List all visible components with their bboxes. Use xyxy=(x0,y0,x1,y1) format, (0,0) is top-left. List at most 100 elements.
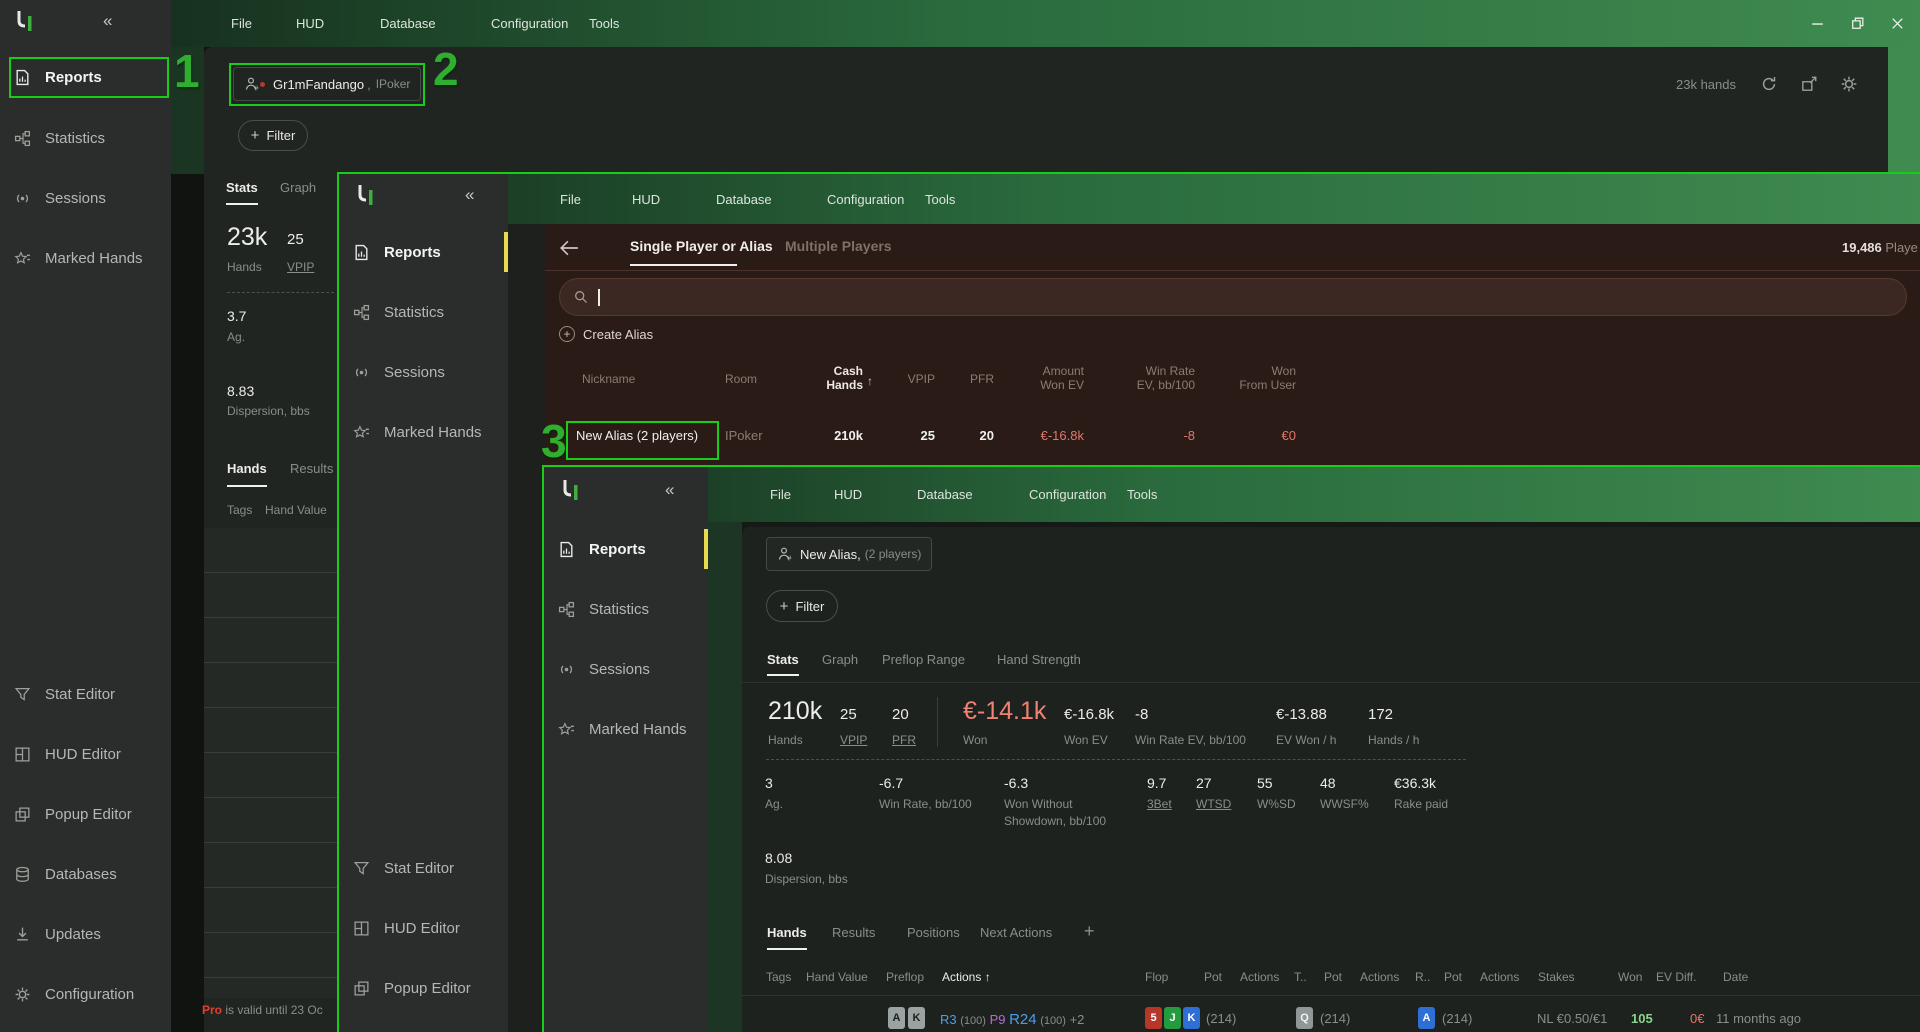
tab-results[interactable]: Results xyxy=(290,461,334,476)
refresh-icon[interactable] xyxy=(1760,75,1778,93)
sidebar-item-reports[interactable]: Reports xyxy=(558,536,646,562)
tab-hands[interactable]: Hands xyxy=(227,461,267,476)
menu-file[interactable]: File xyxy=(231,16,252,31)
stat-wtsd-label[interactable]: WTSD xyxy=(1196,797,1232,811)
minimize-icon[interactable] xyxy=(1809,15,1826,32)
create-alias-button[interactable]: + Create Alias xyxy=(559,326,653,342)
player-select-button[interactable]: New Alias, (2 players) xyxy=(766,537,933,571)
menu-tools[interactable]: Tools xyxy=(925,191,956,207)
add-tab-icon[interactable]: + xyxy=(1084,921,1095,941)
sidebar-item-statistics[interactable]: Statistics xyxy=(14,125,105,151)
col-won-from-user[interactable]: Won From User xyxy=(1239,364,1296,392)
menu-hud[interactable]: HUD xyxy=(834,487,863,502)
tab-hands[interactable]: Hands xyxy=(767,925,807,940)
tab-multiple-players[interactable]: Multiple Players xyxy=(785,238,892,254)
menu-database[interactable]: Database xyxy=(716,191,772,207)
filter-button[interactable]: + Filter xyxy=(766,590,838,622)
col-cash-hands[interactable]: Cash Hands xyxy=(826,364,863,392)
alias-titlebar[interactable]: File HUD Database Configuration Tools xyxy=(544,467,1920,522)
col-actions-flop[interactable]: Actions xyxy=(1240,970,1280,984)
player-select-button[interactable]: Gr1mFandango, IPoker xyxy=(233,67,422,101)
menu-tools[interactable]: Tools xyxy=(589,16,620,31)
col-hand-value[interactable]: Hand Value xyxy=(806,970,868,984)
sidebar-item-configuration[interactable]: Configuration xyxy=(14,981,134,1007)
col-tags[interactable]: Tags xyxy=(766,970,792,984)
sidebar-item-stat-editor[interactable]: Stat Editor xyxy=(353,855,454,881)
col-turn[interactable]: T.. xyxy=(1294,970,1307,984)
col-pfr[interactable]: PFR xyxy=(970,372,994,386)
sidebar-item-reports[interactable]: Reports xyxy=(353,239,441,265)
stat-vpip-label[interactable]: VPIP xyxy=(840,733,868,747)
collapse-sidebar-icon[interactable]: « xyxy=(103,11,113,30)
sidebar-item-popup-editor[interactable]: Popup Editor xyxy=(353,975,471,1001)
menu-file[interactable]: File xyxy=(770,487,791,502)
col-vpip[interactable]: VPIP xyxy=(907,372,935,386)
collapse-sidebar-icon[interactable]: « xyxy=(465,185,475,204)
filter-button[interactable]: + Filter xyxy=(238,120,308,151)
back-arrow-icon[interactable] xyxy=(559,240,579,256)
col-tags[interactable]: Tags xyxy=(227,503,253,517)
tab-preflop-range[interactable]: Preflop Range xyxy=(882,652,966,667)
col-win-rate-ev[interactable]: Win Rate EV, bb/100 xyxy=(1136,364,1195,392)
settings-gear-icon[interactable] xyxy=(1840,75,1858,93)
col-date[interactable]: Date xyxy=(1723,970,1749,984)
col-nickname[interactable]: Nickname xyxy=(582,372,636,386)
col-pot-turn[interactable]: Pot xyxy=(1324,970,1343,984)
sidebar-item-updates[interactable]: Updates xyxy=(14,921,101,947)
tab-graph[interactable]: Graph xyxy=(280,180,317,195)
tab-next-actions[interactable]: Next Actions xyxy=(980,925,1053,940)
stat-vpip-label[interactable]: VPIP xyxy=(287,260,315,274)
main-titlebar[interactable]: File HUD Database Configuration Tools xyxy=(171,0,1920,47)
sidebar-item-reports[interactable]: Reports xyxy=(14,64,102,90)
sidebar-item-hud-editor[interactable]: HUD Editor xyxy=(14,741,121,767)
stat-pfr-label[interactable]: PFR xyxy=(892,733,916,747)
tab-stats[interactable]: Stats xyxy=(767,652,799,667)
menu-configuration[interactable]: Configuration xyxy=(1029,487,1107,502)
menu-database[interactable]: Database xyxy=(380,16,436,31)
col-actions-river[interactable]: Actions xyxy=(1480,970,1520,984)
sidebar-item-stat-editor[interactable]: Stat Editor xyxy=(14,681,115,707)
col-actions-turn[interactable]: Actions xyxy=(1360,970,1400,984)
menu-database[interactable]: Database xyxy=(917,487,973,502)
tab-positions[interactable]: Positions xyxy=(907,925,960,940)
col-hand-value[interactable]: Hand Value xyxy=(265,503,327,517)
tab-results[interactable]: Results xyxy=(832,925,876,940)
hands-table-empty-rows[interactable] xyxy=(204,528,337,998)
tab-graph[interactable]: Graph xyxy=(822,652,859,667)
sidebar-item-statistics[interactable]: Statistics xyxy=(353,299,444,325)
menu-hud[interactable]: HUD xyxy=(632,191,661,207)
detach-window-icon[interactable] xyxy=(1800,75,1818,93)
col-room[interactable]: Room xyxy=(725,372,758,386)
sidebar-item-hud-editor[interactable]: HUD Editor xyxy=(353,915,460,941)
menu-configuration[interactable]: Configuration xyxy=(827,191,905,207)
col-ev-diff[interactable]: EV Diff. xyxy=(1656,970,1697,984)
menu-configuration[interactable]: Configuration xyxy=(491,16,569,31)
maximize-icon[interactable] xyxy=(1849,15,1866,32)
col-pot-river[interactable]: Pot xyxy=(1444,970,1463,984)
sidebar-item-marked-hands[interactable]: Marked Hands xyxy=(558,716,687,742)
close-icon[interactable] xyxy=(1889,15,1906,32)
sidebar-item-statistics[interactable]: Statistics xyxy=(558,596,649,622)
menu-tools[interactable]: Tools xyxy=(1127,487,1158,502)
sidebar-item-popup-editor[interactable]: Popup Editor xyxy=(14,801,132,827)
sidebar-item-marked-hands[interactable]: Marked Hands xyxy=(14,245,143,271)
sidebar-item-sessions[interactable]: Sessions xyxy=(14,185,106,211)
col-river[interactable]: R.. xyxy=(1415,970,1431,984)
sidebar-item-sessions[interactable]: Sessions xyxy=(558,656,650,682)
menu-hud[interactable]: HUD xyxy=(296,16,325,31)
col-actions-sorted[interactable]: Actions ↑ xyxy=(942,970,991,984)
menu-file[interactable]: File xyxy=(560,191,581,207)
sidebar-item-marked-hands[interactable]: Marked Hands xyxy=(353,419,482,445)
players-titlebar[interactable]: File HUD Database Configuration Tools xyxy=(339,174,1920,224)
sidebar-item-sessions[interactable]: Sessions xyxy=(353,359,445,385)
tab-single-player[interactable]: Single Player or Alias xyxy=(630,238,773,254)
player-search-input[interactable] xyxy=(559,278,1907,316)
tab-stats[interactable]: Stats xyxy=(226,180,258,195)
col-flop[interactable]: Flop xyxy=(1145,970,1169,984)
col-pot-flop[interactable]: Pot xyxy=(1204,970,1223,984)
sidebar-item-databases[interactable]: Databases xyxy=(14,861,117,887)
col-preflop[interactable]: Preflop xyxy=(886,970,925,984)
collapse-sidebar-icon[interactable]: « xyxy=(665,480,675,499)
col-won[interactable]: Won xyxy=(1618,970,1643,984)
stat-3bet-label[interactable]: 3Bet xyxy=(1147,797,1172,811)
